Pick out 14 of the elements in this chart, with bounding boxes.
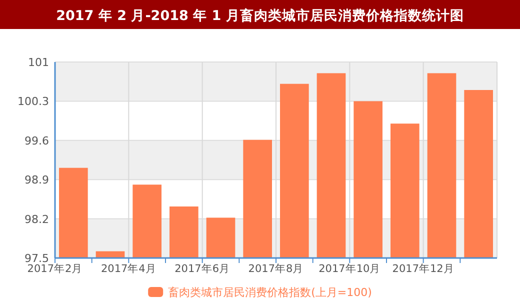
y-tick-label: 99.6 bbox=[24, 134, 49, 148]
x-tick-label: 2017年12月 bbox=[392, 263, 454, 275]
chart-title: 2017 年 2 月-2018 年 1 月畜肉类城市居民消费价格指数统计图 bbox=[56, 7, 464, 24]
x-tick-label: 2017年6月 bbox=[174, 263, 230, 275]
x-tick-label: 2017年10月 bbox=[318, 263, 381, 275]
y-tick-label: 98.2 bbox=[24, 212, 49, 226]
x-tick-label: 2017年8月 bbox=[248, 263, 304, 275]
y-tick-label: 98.9 bbox=[24, 174, 49, 187]
legend-label: 畜肉类城市居民消费价格指数(上月=100) bbox=[168, 286, 372, 299]
y-tick-label: 100.3 bbox=[18, 95, 49, 108]
y-tick-label: 101 bbox=[28, 56, 49, 69]
y-tick-label: 97.5 bbox=[24, 252, 49, 265]
x-tick-label: 2017年2月 bbox=[27, 263, 83, 275]
x-tick-label: 2017年4月 bbox=[100, 263, 156, 275]
